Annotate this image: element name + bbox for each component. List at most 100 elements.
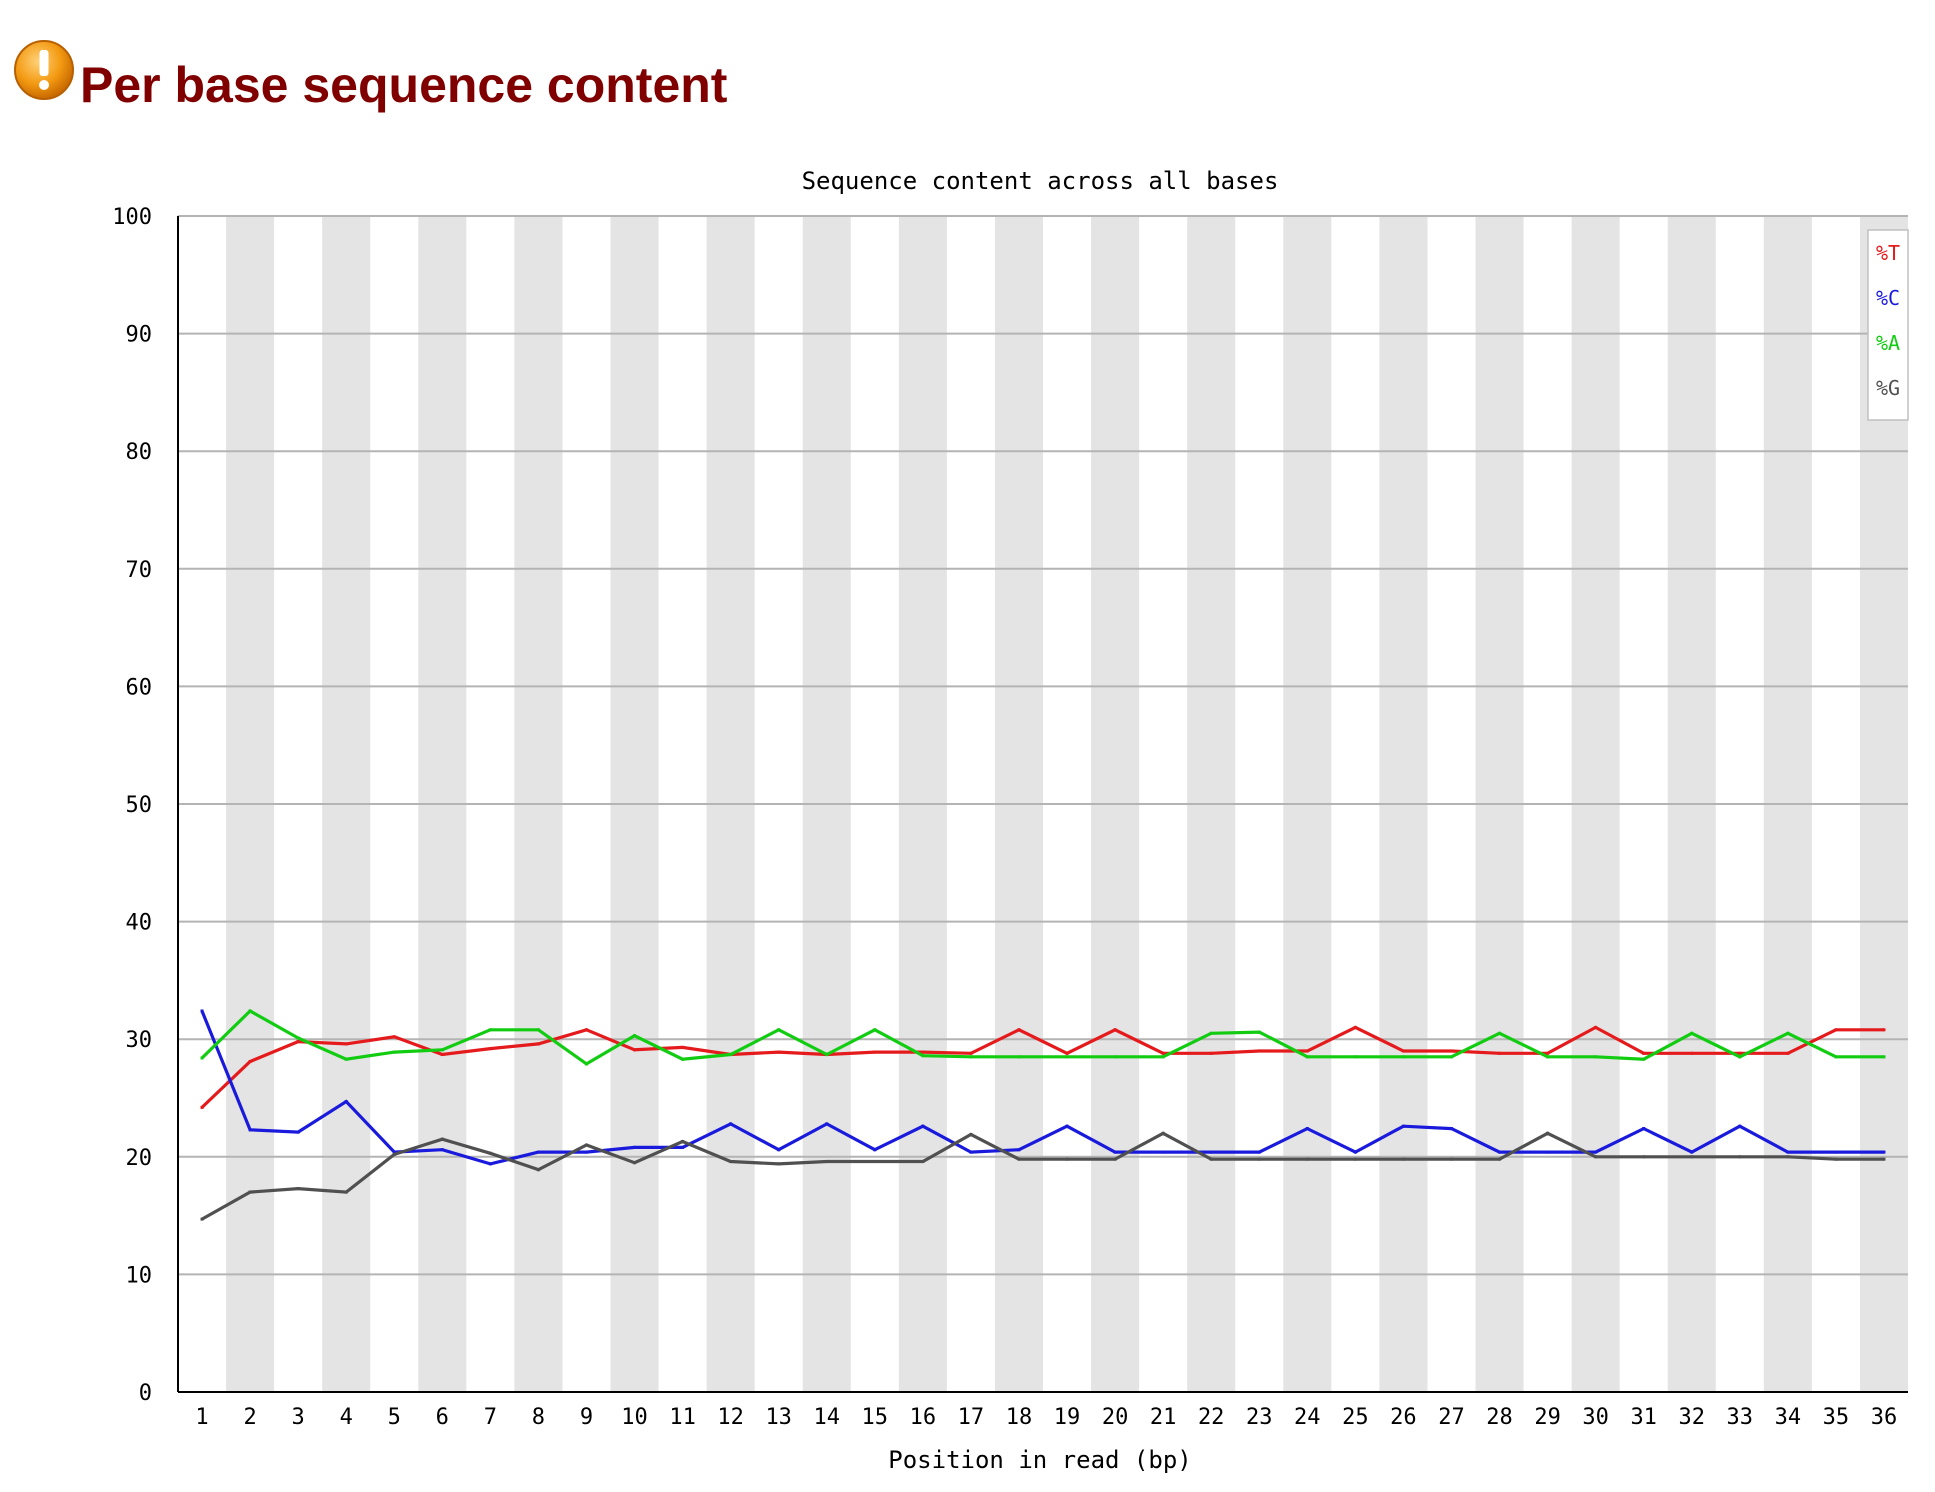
x-tick-label: 31 <box>1630 1405 1657 1430</box>
data-point-g <box>729 1160 733 1164</box>
data-point-t <box>1690 1051 1694 1055</box>
x-tick-label: 36 <box>1871 1405 1898 1430</box>
legend-item-c: %C <box>1876 286 1900 310</box>
y-tick-label: 60 <box>126 675 153 700</box>
data-point-a <box>392 1050 396 1054</box>
data-point-c <box>1498 1150 1502 1154</box>
data-point-c <box>536 1150 540 1154</box>
series-line-a <box>200 1009 1884 1066</box>
data-point-a <box>296 1036 300 1040</box>
y-tick-label: 100 <box>112 205 152 230</box>
data-point-a <box>1594 1055 1598 1059</box>
x-tick-label: 6 <box>436 1405 449 1430</box>
data-point-g <box>1209 1157 1213 1161</box>
data-point-g <box>777 1162 781 1166</box>
data-point-g <box>488 1151 492 1155</box>
data-point-c <box>1353 1150 1357 1154</box>
data-point-a <box>1546 1055 1550 1059</box>
data-point-t <box>1546 1051 1550 1055</box>
data-point-a <box>681 1057 685 1061</box>
x-tick-label: 24 <box>1294 1405 1321 1430</box>
data-point-a <box>825 1052 829 1056</box>
data-point-g <box>1449 1157 1453 1161</box>
data-point-c <box>488 1162 492 1166</box>
data-point-c <box>1594 1150 1598 1154</box>
data-point-c <box>1882 1150 1886 1154</box>
data-point-a <box>248 1009 252 1013</box>
y-tick-labels: 0 10 20 30 40 50 60 70 80 90 100 <box>112 205 152 1406</box>
x-tick-label: 11 <box>669 1405 696 1430</box>
data-point-c <box>1065 1124 1069 1128</box>
data-point-c <box>1257 1150 1261 1154</box>
data-point-a <box>633 1034 637 1038</box>
data-point-g <box>296 1187 300 1191</box>
chart-title: Sequence content across all bases <box>802 167 1279 195</box>
y-tick-label: 30 <box>126 1028 153 1053</box>
data-point-a <box>1065 1055 1069 1059</box>
series-lines <box>200 1009 1886 1221</box>
x-tick-label: 21 <box>1150 1405 1177 1430</box>
y-tick-label: 90 <box>126 323 153 348</box>
data-point-a <box>1257 1030 1261 1034</box>
module-title: Per base sequence content <box>80 57 728 113</box>
data-point-c <box>584 1150 588 1154</box>
x-tick-label: 29 <box>1534 1405 1561 1430</box>
x-axis-label: Position in read (bp) <box>888 1446 1191 1474</box>
data-point-a <box>873 1028 877 1032</box>
x-tick-label: 9 <box>580 1405 593 1430</box>
data-point-t <box>777 1050 781 1054</box>
data-point-a <box>1449 1055 1453 1059</box>
x-tick-label: 17 <box>958 1405 985 1430</box>
data-point-a <box>1017 1055 1021 1059</box>
data-point-t <box>1017 1028 1021 1032</box>
x-tick-label: 20 <box>1102 1405 1129 1430</box>
data-point-a <box>777 1028 781 1032</box>
data-point-g <box>1834 1157 1838 1161</box>
y-tick-label: 50 <box>126 793 153 818</box>
data-point-c <box>729 1122 733 1126</box>
data-point-t <box>1401 1049 1405 1053</box>
data-point-a <box>1305 1055 1309 1059</box>
data-point-g <box>536 1168 540 1172</box>
data-point-t <box>488 1047 492 1051</box>
data-point-g <box>440 1137 444 1141</box>
data-point-g <box>873 1160 877 1164</box>
data-point-t <box>1113 1028 1117 1032</box>
data-point-t <box>1594 1025 1598 1029</box>
x-tick-label: 8 <box>532 1405 545 1430</box>
data-point-c <box>1738 1124 1742 1128</box>
data-point-a <box>1738 1055 1742 1059</box>
data-point-c <box>825 1122 829 1126</box>
data-point-t <box>1257 1049 1261 1053</box>
data-point-t <box>296 1040 300 1044</box>
data-point-c <box>200 1009 204 1013</box>
data-point-c <box>1546 1150 1550 1154</box>
x-tick-label: 4 <box>340 1405 353 1430</box>
x-tick-label: 1 <box>195 1405 208 1430</box>
x-tick-label: 27 <box>1438 1405 1465 1430</box>
data-point-t <box>392 1035 396 1039</box>
data-point-c <box>344 1100 348 1104</box>
data-point-t <box>1305 1049 1309 1053</box>
data-point-t <box>1882 1028 1886 1032</box>
data-point-t <box>1834 1028 1838 1032</box>
data-point-g <box>1113 1157 1117 1161</box>
x-tick-label: 18 <box>1006 1405 1033 1430</box>
data-point-a <box>1786 1031 1790 1035</box>
legend-item-t: %T <box>1876 241 1900 265</box>
series-line-t <box>200 1025 1884 1109</box>
data-point-g <box>1257 1157 1261 1161</box>
legend-item-g: %G <box>1876 376 1900 400</box>
x-tick-label: 34 <box>1775 1405 1802 1430</box>
data-point-c <box>921 1124 925 1128</box>
x-tick-label: 26 <box>1390 1405 1417 1430</box>
data-point-g <box>584 1143 588 1147</box>
data-point-g <box>1546 1131 1550 1135</box>
x-tick-label: 19 <box>1054 1405 1081 1430</box>
data-point-t <box>1449 1049 1453 1053</box>
x-tick-label: 14 <box>814 1405 841 1430</box>
data-point-t <box>1353 1025 1357 1029</box>
data-point-a <box>1882 1055 1886 1059</box>
data-point-t <box>1065 1051 1069 1055</box>
data-point-g <box>1594 1155 1598 1159</box>
